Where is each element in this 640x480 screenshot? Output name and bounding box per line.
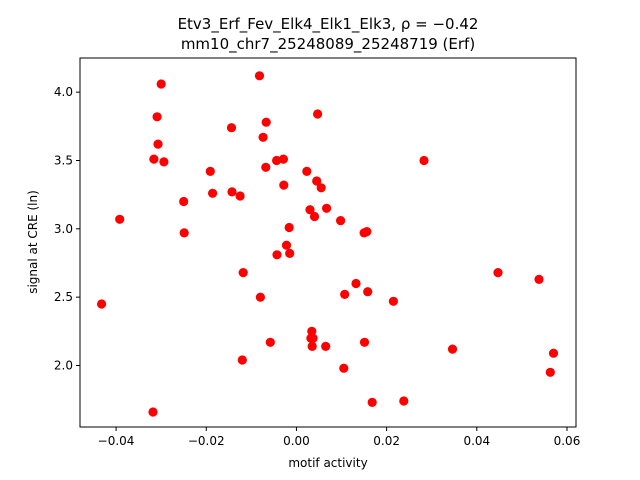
data-point-33 <box>307 326 317 336</box>
data-point-49 <box>363 287 373 297</box>
data-point-57 <box>545 367 555 377</box>
data-point-24 <box>272 250 282 260</box>
data-point-26 <box>279 180 289 190</box>
data-point-12 <box>226 123 237 133</box>
chart-subtitle: mm10_chr7_25248089_25248719 (Erf) <box>181 35 475 54</box>
data-point-28 <box>284 222 294 233</box>
data-point-42 <box>336 216 346 226</box>
data-point-19 <box>258 132 268 142</box>
x-tick-label: 0.04 <box>463 434 490 448</box>
data-point-48 <box>362 227 372 237</box>
data-point-29 <box>285 248 295 258</box>
data-point-37 <box>312 176 322 186</box>
data-point-38 <box>313 109 323 119</box>
data-point-20 <box>261 162 271 172</box>
data-point-31 <box>305 205 315 215</box>
data-point-56 <box>534 274 544 284</box>
x-tick-label: −0.04 <box>98 434 135 448</box>
data-point-44 <box>340 289 350 299</box>
x-tick-label: 0.02 <box>373 434 400 448</box>
data-point-7 <box>159 157 169 167</box>
data-point-18 <box>255 292 265 302</box>
y-tick-label: 4.0 <box>54 85 73 99</box>
data-point-54 <box>447 344 458 354</box>
data-point-15 <box>237 355 247 365</box>
data-point-41 <box>322 203 332 213</box>
data-point-14 <box>235 191 245 201</box>
data-point-21 <box>261 117 271 127</box>
data-point-16 <box>238 268 248 278</box>
data-point-36 <box>309 211 320 222</box>
data-point-30 <box>302 166 312 176</box>
data-point-35 <box>308 333 318 343</box>
data-point-3 <box>149 154 159 164</box>
data-point-0 <box>97 299 107 309</box>
data-point-17 <box>254 71 265 81</box>
y-tick-label: 3.5 <box>54 154 73 168</box>
data-point-58 <box>548 348 559 358</box>
data-point-4 <box>152 112 162 122</box>
data-point-50 <box>367 397 377 407</box>
data-point-39 <box>316 183 326 193</box>
data-point-40 <box>321 341 331 351</box>
data-point-6 <box>156 79 166 89</box>
data-point-34 <box>307 341 317 351</box>
data-point-1 <box>115 214 125 224</box>
data-point-2 <box>148 407 158 417</box>
data-point-11 <box>208 188 218 198</box>
x-tick-label: −0.02 <box>188 434 225 448</box>
data-points <box>97 71 559 417</box>
data-point-9 <box>179 228 189 238</box>
data-point-53 <box>419 155 429 166</box>
data-point-52 <box>399 396 409 406</box>
data-point-8 <box>179 196 189 207</box>
data-point-22 <box>265 337 275 347</box>
data-point-13 <box>227 187 237 197</box>
data-point-47 <box>359 337 370 347</box>
x-axis-ticks: −0.04 −0.02 0.00 0.02 0.04 0.06 <box>98 427 581 448</box>
data-point-55 <box>493 268 503 278</box>
y-tick-label: 2.5 <box>54 290 73 304</box>
chart-title: Etv3_Erf_Fev_Elk4_Elk1_Elk3, ρ = −0.42 <box>178 15 479 34</box>
y-tick-label: 2.0 <box>54 359 73 373</box>
x-axis-label: motif activity <box>288 456 367 470</box>
x-tick-label: 0.00 <box>283 434 310 448</box>
data-point-45 <box>351 278 361 289</box>
data-point-10 <box>205 166 215 176</box>
x-tick-label: 0.06 <box>554 434 581 448</box>
data-point-27 <box>281 240 292 250</box>
data-point-5 <box>153 139 163 149</box>
y-tick-label: 3.0 <box>54 222 73 236</box>
y-axis-label: signal at CRE (ln) <box>26 190 40 294</box>
data-point-51 <box>388 296 398 306</box>
data-point-43 <box>339 363 349 373</box>
y-axis-ticks: 2.0 2.5 3.0 3.5 4.0 <box>54 85 80 373</box>
data-point-25 <box>278 154 288 164</box>
plot-frame <box>79 57 577 428</box>
